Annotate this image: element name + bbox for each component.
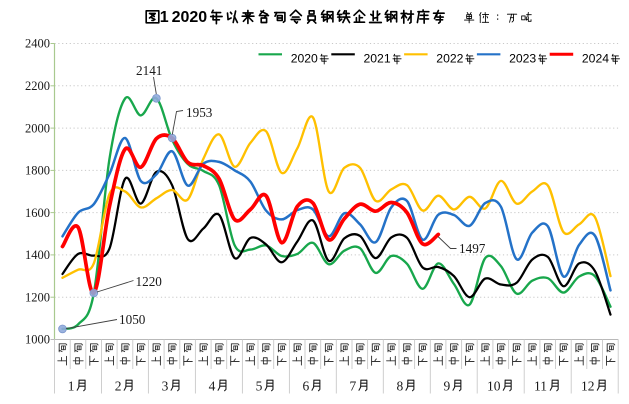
svg-text:1: 1 [160, 9, 169, 26]
svg-text:1000: 1000 [25, 333, 50, 347]
svg-text:1050: 1050 [119, 312, 146, 327]
svg-text:2000: 2000 [25, 121, 50, 135]
svg-text:8: 8 [397, 378, 404, 393]
svg-text:7: 7 [350, 378, 357, 393]
svg-text:12: 12 [581, 378, 595, 393]
svg-text:2200: 2200 [25, 79, 50, 93]
svg-text:2024: 2024 [582, 51, 609, 65]
svg-text:2400: 2400 [25, 37, 50, 51]
svg-text:2020: 2020 [172, 9, 208, 26]
svg-text:6: 6 [303, 378, 310, 393]
svg-text:1400: 1400 [25, 248, 50, 262]
svg-text:2022: 2022 [436, 51, 463, 65]
svg-text:2021: 2021 [364, 51, 391, 65]
svg-text:1200: 1200 [25, 290, 50, 304]
svg-text:9: 9 [444, 378, 451, 393]
svg-text:1953: 1953 [186, 105, 213, 120]
svg-text:3: 3 [162, 378, 169, 393]
svg-text:2020: 2020 [291, 51, 318, 65]
svg-text:5: 5 [256, 378, 263, 393]
svg-text:11: 11 [534, 378, 547, 393]
svg-text:10: 10 [487, 378, 501, 393]
svg-text:1220: 1220 [136, 274, 163, 289]
svg-text:2023: 2023 [509, 51, 536, 65]
svg-text:2: 2 [115, 378, 122, 393]
svg-text:2141: 2141 [136, 63, 162, 78]
svg-text:1800: 1800 [25, 164, 50, 178]
svg-text:4: 4 [209, 378, 216, 393]
svg-text:1: 1 [68, 378, 75, 393]
svg-text:1497: 1497 [459, 241, 486, 256]
svg-text:1600: 1600 [25, 206, 50, 220]
